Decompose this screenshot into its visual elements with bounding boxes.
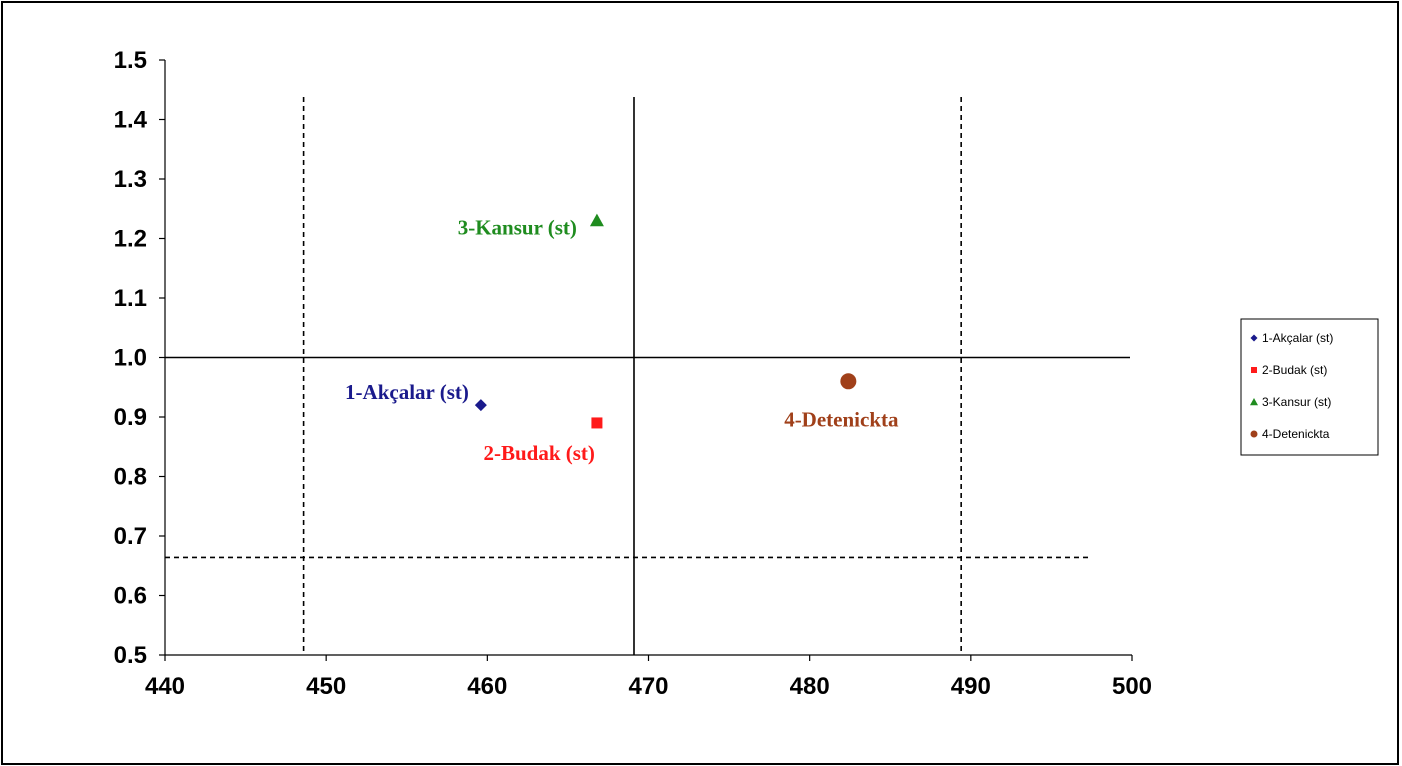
y-tick-label: 1.0 [114,345,147,372]
y-tick-label: 0.9 [114,404,147,431]
legend-marker [1250,398,1258,406]
axes: 0.5 0.6 0.7 0.8 0.9 1.0 1.1 1.2 1.3 1.4 1.5 440 450 4… [114,47,1152,700]
x-tick-label: 500 [1112,673,1152,700]
legend-label: 3-Kansur (st) [1262,395,1331,409]
data-point-4 [840,373,857,390]
x-tick-label: 480 [790,673,830,700]
legend-label: 4-Detenickta [1262,427,1330,441]
x-tick-label: 490 [951,673,991,700]
x-tick-label: 470 [628,673,668,700]
y-tick-label: 0.8 [114,464,147,491]
legend-label: 1-Akçalar (st) [1262,331,1333,345]
y-tick-label: 1.5 [114,47,147,74]
legend-label: 2-Budak (st) [1262,363,1327,377]
legend-marker [1251,367,1257,373]
legend-marker [1250,334,1258,342]
point-label-1: 1-Akçalar (st) [345,380,469,404]
y-tick-label: 0.7 [114,523,147,550]
data-points [474,213,857,429]
y-tick-label: 1.1 [114,285,147,312]
legend-marker [1250,430,1258,438]
y-tick-label: 1.4 [114,107,148,134]
data-point-3 [589,213,604,227]
x-tick-label: 460 [467,673,507,700]
reference-lines [165,97,1130,655]
legend: 1-Akçalar (st) 2-Budak (st) 3-Kansur (st) 4… [1240,318,1379,456]
data-point-1 [474,399,487,412]
y-tick-label: 0.5 [114,642,147,669]
scatter-chart: 0.5 0.6 0.7 0.8 0.9 1.0 1.1 1.2 1.3 1.4 1.5 440 450 4… [114,47,1379,700]
point-labels: 1-Akçalar (st) 2-Budak (st) 3-Kansur (st) 4… [345,216,899,465]
point-label-4: 4-Detenickta [784,407,899,431]
point-label-2: 2-Budak (st) [483,441,594,465]
data-point-2 [591,417,603,429]
x-tick-label: 450 [306,673,346,700]
x-tick-label: 440 [145,673,185,700]
legend-box [1240,318,1379,456]
y-tick-label: 1.3 [114,166,147,193]
y-tick-label: 0.6 [114,583,147,610]
y-tick-label: 1.2 [114,226,147,253]
point-label-3: 3-Kansur (st) [458,216,577,240]
